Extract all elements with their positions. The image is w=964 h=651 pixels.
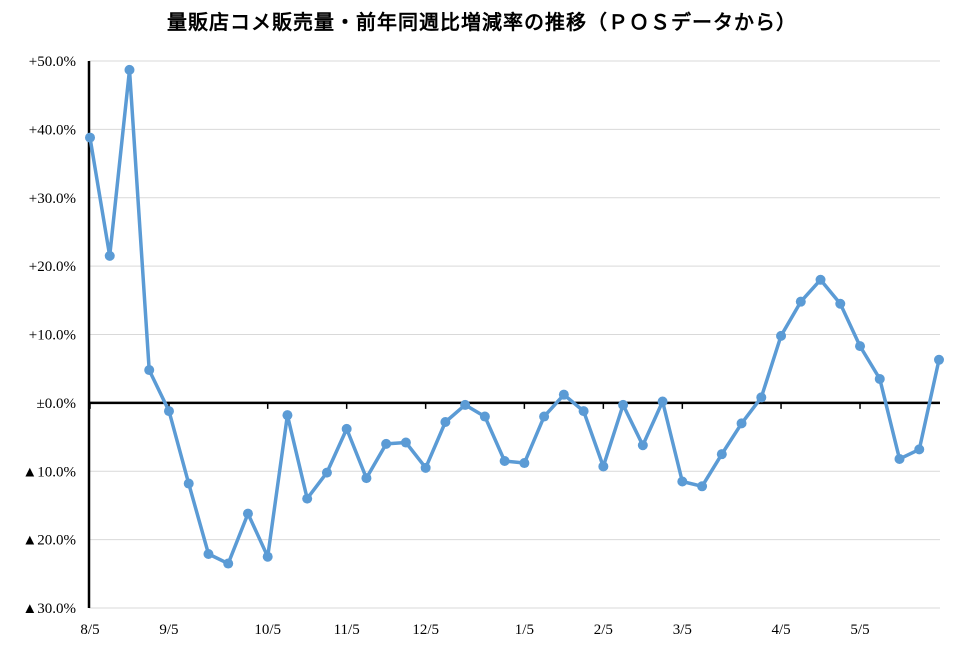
- x-tick-label: 5/5: [850, 622, 869, 638]
- y-tick-label: +50.0%: [29, 54, 76, 70]
- data-point: [756, 392, 767, 403]
- x-tick-label: 10/5: [254, 622, 281, 638]
- x-tick-label: 3/5: [673, 622, 692, 638]
- data-point: [223, 558, 234, 569]
- chart-title: 量販店コメ販売量・前年同週比増減率の推移（ＰＯＳデータから）: [167, 10, 797, 34]
- x-tick-label: 9/5: [159, 622, 178, 638]
- data-point: [144, 365, 155, 376]
- data-point: [637, 440, 648, 451]
- data-point: [381, 438, 392, 449]
- y-tick-label: +40.0%: [29, 122, 76, 138]
- data-point: [262, 551, 273, 562]
- data-point: [203, 548, 214, 559]
- data-point: [440, 417, 451, 428]
- data-point: [855, 341, 866, 352]
- data-point: [104, 250, 115, 261]
- series-layer: [88, 68, 941, 566]
- data-point: [598, 461, 609, 472]
- data-point: [894, 453, 905, 464]
- axis-layer: [87, 61, 940, 608]
- data-point: [795, 296, 806, 307]
- data-point: [420, 462, 431, 473]
- x-tick-label: 1/5: [515, 622, 534, 638]
- data-point: [716, 449, 727, 460]
- data-point: [677, 476, 688, 487]
- data-point: [736, 418, 747, 429]
- series-line: [88, 68, 941, 566]
- data-point: [302, 493, 313, 504]
- data-point: [499, 455, 510, 466]
- y-tick-label: +30.0%: [29, 191, 76, 207]
- labels-layer: +50.0% +40.0% +30.0% +20.0% +10.0% ±0.0% ▲10.0…: [22, 54, 869, 638]
- data-point: [578, 406, 589, 417]
- data-point: [183, 478, 194, 489]
- y-tick-label: ▲20.0%: [22, 533, 76, 549]
- data-point: [539, 411, 550, 422]
- y-tick-label: ▲10.0%: [22, 464, 76, 480]
- data-point: [400, 437, 411, 448]
- data-point: [835, 298, 846, 309]
- data-point: [341, 423, 352, 434]
- data-point: [815, 274, 826, 285]
- data-point: [874, 373, 885, 384]
- points-layer: [85, 64, 944, 569]
- data-point: [163, 406, 174, 417]
- x-tick-label: 4/5: [771, 622, 790, 638]
- x-tick-label: 11/5: [334, 622, 360, 638]
- data-point: [657, 396, 668, 407]
- x-tick-label: 2/5: [594, 622, 613, 638]
- grid-layer: [89, 60, 940, 609]
- y-tick-label: +10.0%: [29, 328, 76, 344]
- data-point: [85, 132, 95, 143]
- data-point: [618, 399, 629, 410]
- data-point: [242, 508, 253, 519]
- data-point: [124, 64, 135, 75]
- x-tick-label: 8/5: [80, 622, 99, 638]
- data-point: [697, 481, 708, 492]
- data-point: [460, 399, 471, 410]
- data-point: [934, 354, 944, 365]
- x-tick-label: 12/5: [412, 622, 439, 638]
- data-point: [321, 467, 332, 478]
- data-point: [914, 444, 925, 455]
- data-point: [776, 330, 787, 341]
- data-point: [519, 458, 530, 469]
- data-point: [479, 411, 490, 422]
- y-tick-label: +20.0%: [29, 259, 76, 275]
- data-point: [558, 389, 569, 400]
- y-tick-label: ±0.0%: [37, 396, 76, 412]
- data-point: [282, 410, 293, 421]
- y-tick-label: ▲30.0%: [22, 601, 76, 617]
- data-point: [361, 473, 372, 484]
